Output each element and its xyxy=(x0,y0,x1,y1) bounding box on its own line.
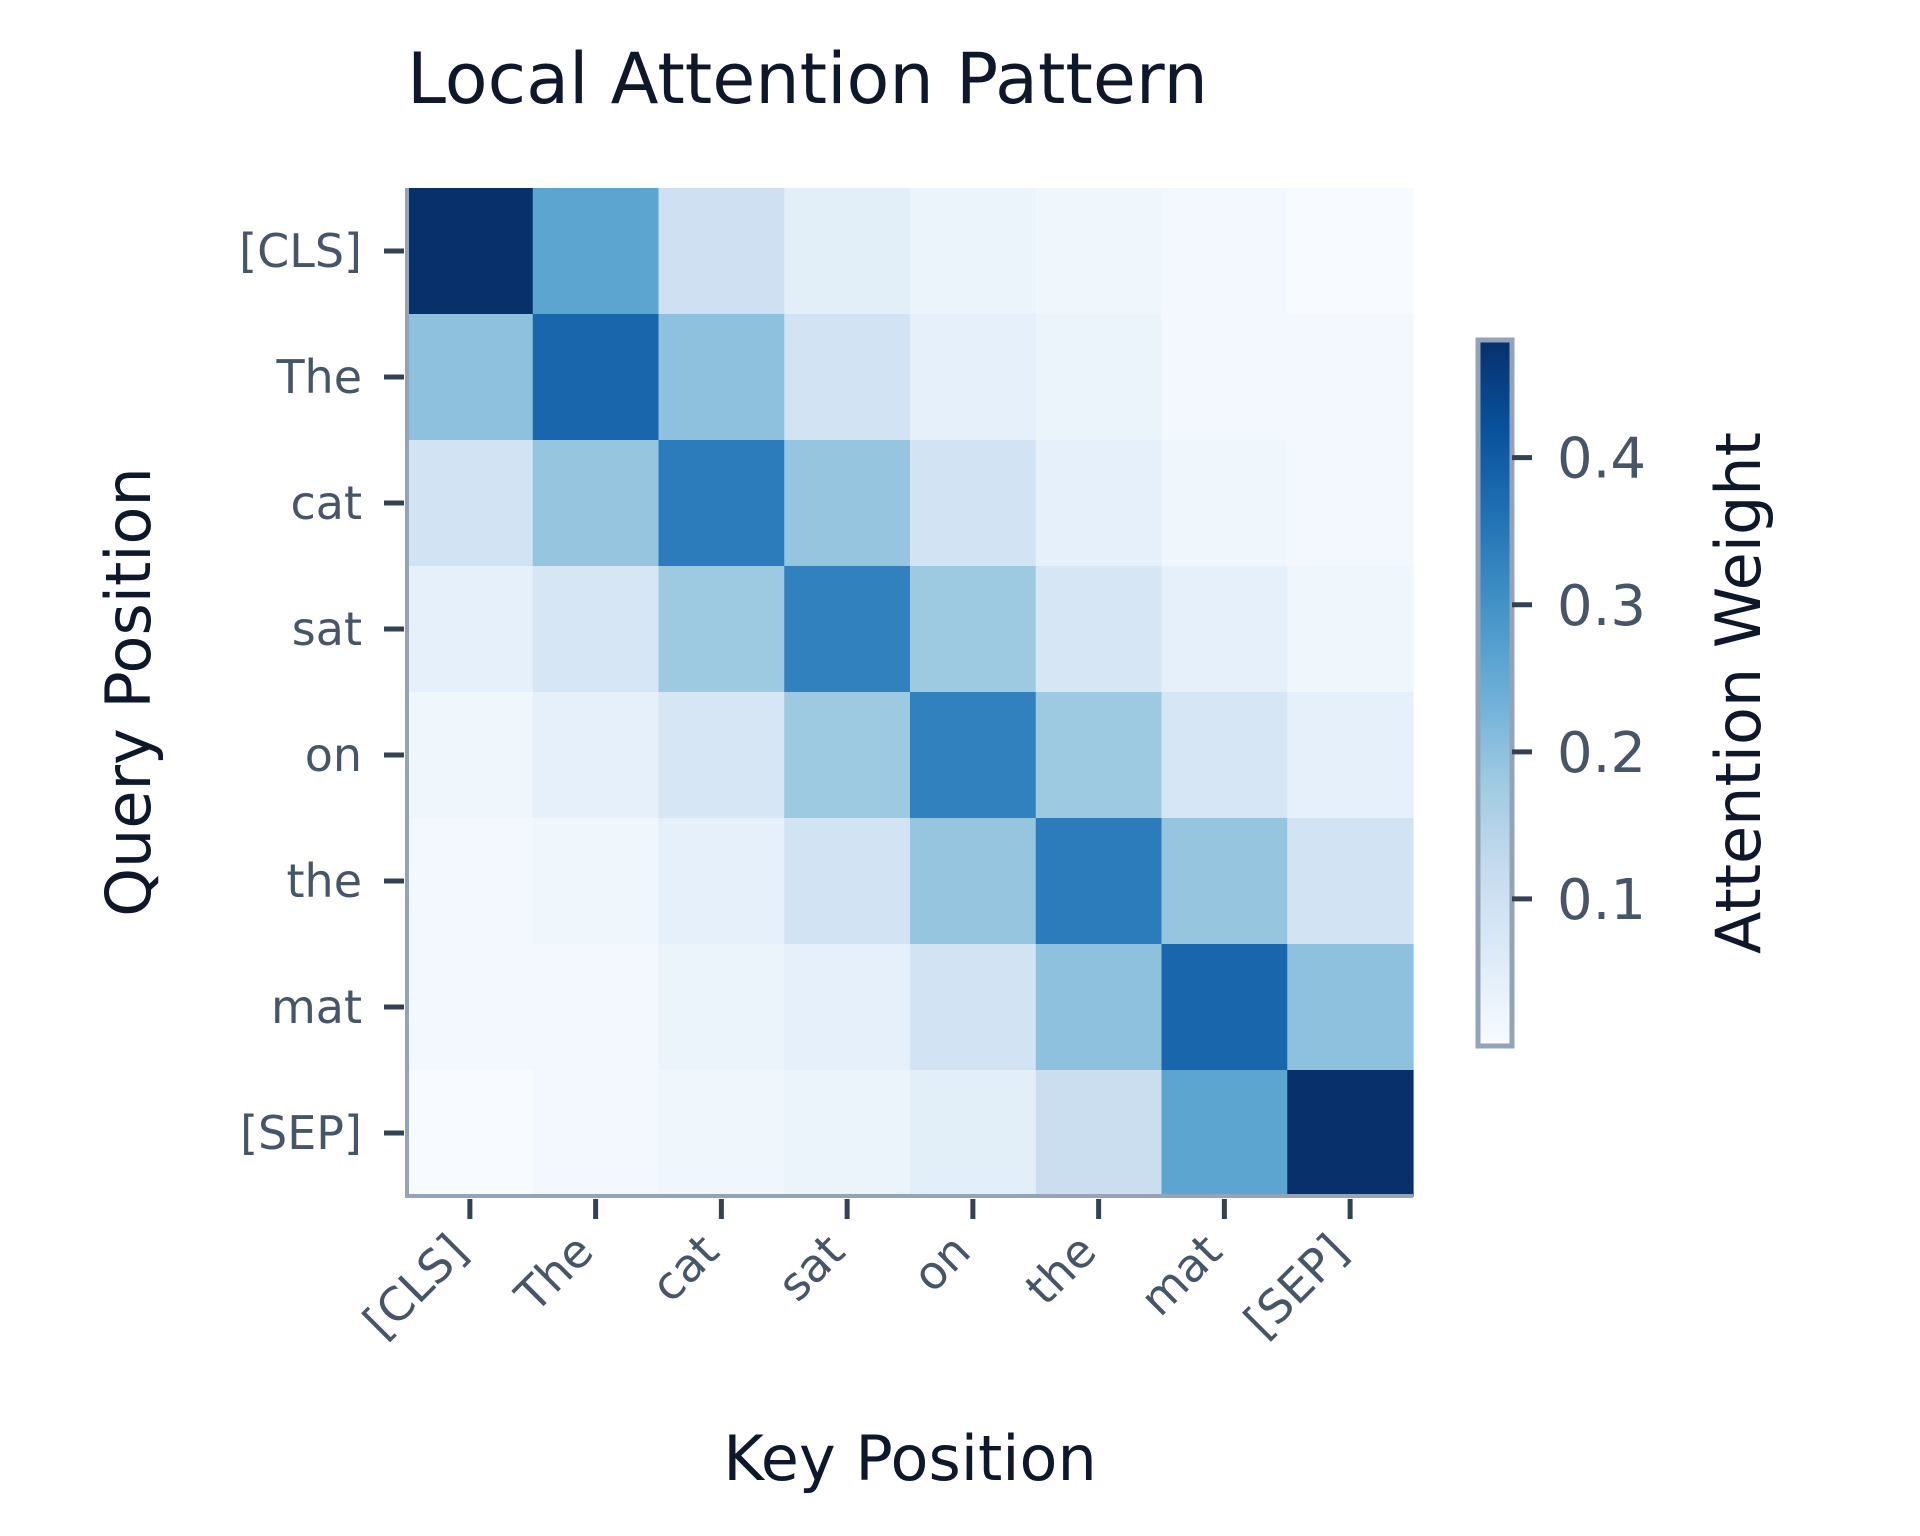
colorbar-tick-label: 0.4 xyxy=(1557,427,1646,492)
heatmap-cell xyxy=(1287,818,1414,945)
y-tick-label: mat xyxy=(271,980,362,1034)
y-axis-label: Query Position xyxy=(92,467,165,917)
heatmap-cell xyxy=(407,566,534,693)
y-axis-ticks: [CLS] The cat sat on the mat [SEP] xyxy=(239,224,404,1160)
x-tick-label: mat xyxy=(1130,1224,1233,1327)
heatmap-cell xyxy=(658,818,785,945)
heatmap-cell xyxy=(1287,944,1414,1071)
heatmap-cell xyxy=(784,440,911,567)
colorbar-tick-label: 0.3 xyxy=(1557,574,1646,639)
heatmap-cell xyxy=(910,566,1037,693)
colorbar-ticks: 0.1 0.2 0.3 0.4 xyxy=(1512,427,1646,933)
colorbar-gradient xyxy=(1475,337,1515,1049)
heatmap-cell xyxy=(910,1070,1037,1197)
heatmap-cell xyxy=(1161,566,1288,693)
y-tick-label: the xyxy=(287,854,363,908)
chart-title: Local Attention Pattern xyxy=(407,38,1208,120)
heatmap-cell xyxy=(784,1070,911,1197)
heatmap-cell xyxy=(407,1070,534,1197)
x-axis-label: Key Position xyxy=(723,1422,1097,1495)
colorbar-tick-label: 0.1 xyxy=(1557,868,1646,933)
y-tick-label: [CLS] xyxy=(239,224,362,278)
heatmap-cell xyxy=(1161,692,1288,819)
heatmap-cell xyxy=(658,440,785,567)
x-tick-label: on xyxy=(902,1224,981,1303)
heatmap-cell xyxy=(532,1070,660,1197)
heatmap-cell xyxy=(784,944,911,1071)
heatmap-cell xyxy=(910,440,1037,567)
heatmap-cell xyxy=(407,692,534,819)
heatmap-cell xyxy=(532,566,660,693)
heatmap-cell xyxy=(658,566,785,693)
heatmap-cell xyxy=(784,692,911,819)
heatmap-cell xyxy=(532,188,660,315)
colorbar-label: Attention Weight xyxy=(1702,432,1775,954)
heatmap-cell xyxy=(1035,1070,1163,1197)
heatmap-cell xyxy=(1161,944,1288,1071)
heatmap-cell xyxy=(658,944,785,1071)
heatmap-cell xyxy=(1161,314,1288,441)
x-tick-label: [CLS] xyxy=(353,1224,478,1349)
x-tick-label: sat xyxy=(767,1224,855,1312)
x-tick-label: cat xyxy=(640,1224,729,1313)
heatmap-cell xyxy=(784,314,911,441)
heatmap-cell xyxy=(784,188,911,315)
heatmap-cell xyxy=(1035,188,1163,315)
heatmap-cell xyxy=(407,818,534,945)
y-tick-label: cat xyxy=(290,476,362,530)
heatmap-cell xyxy=(407,188,534,315)
heatmap-cell xyxy=(532,818,660,945)
heatmap-axes-frame xyxy=(405,188,1413,1198)
y-tick-label: The xyxy=(275,350,362,404)
heatmap-cell xyxy=(1287,692,1414,819)
heatmap-cell xyxy=(1035,818,1163,945)
heatmap-cell xyxy=(658,188,785,315)
colorbar-tick-label: 0.2 xyxy=(1557,721,1646,786)
heatmap-cell xyxy=(910,314,1037,441)
heatmap-cell xyxy=(1287,314,1414,441)
heatmap-cell xyxy=(1287,566,1414,693)
heatmap-cell xyxy=(658,314,785,441)
y-tick-label: on xyxy=(305,728,362,782)
heatmap-cell xyxy=(784,566,911,693)
heatmap-cell xyxy=(910,188,1037,315)
heatmap-cell xyxy=(1161,818,1288,945)
y-tick-label: [SEP] xyxy=(240,1106,362,1160)
colorbar: 0.1 0.2 0.3 0.4 Attention Weight xyxy=(1475,337,1775,1049)
heatmap-cell xyxy=(407,314,534,441)
heatmap-cell xyxy=(1035,944,1163,1071)
heatmap-cell xyxy=(910,944,1037,1071)
heatmap-cell xyxy=(910,692,1037,819)
heatmap-cell xyxy=(1287,1070,1414,1197)
heatmap-cell xyxy=(784,818,911,945)
heatmap-cell xyxy=(658,1070,785,1197)
heatmap-cell xyxy=(532,314,660,441)
x-tick-label: [SEP] xyxy=(1234,1224,1358,1348)
x-tick-label: The xyxy=(504,1224,603,1323)
heatmap-cell xyxy=(1161,188,1288,315)
heatmap-cell xyxy=(407,440,534,567)
heatmap-cell xyxy=(1035,314,1163,441)
x-axis-ticks: [CLS] The cat sat on the mat [SEP] xyxy=(353,1199,1358,1349)
heatmap-cell xyxy=(910,818,1037,945)
heatmap-cell xyxy=(658,692,785,819)
heatmap-cell xyxy=(1161,1070,1288,1197)
heatmap-cell xyxy=(1035,440,1163,567)
heatmap-cell xyxy=(532,440,660,567)
heatmap-cell xyxy=(1035,692,1163,819)
x-tick-label: the xyxy=(1015,1224,1107,1316)
heatmap-cell xyxy=(407,944,534,1071)
y-tick-label: sat xyxy=(292,602,362,656)
heatmap-cell xyxy=(532,944,660,1071)
heatmap-cell xyxy=(1035,566,1163,693)
heatmap-cell xyxy=(1287,188,1414,315)
heatmap-cell xyxy=(1161,440,1288,567)
heatmap-cell xyxy=(1287,440,1414,567)
heatmap-cell xyxy=(532,692,660,819)
heatmap-cells xyxy=(407,188,1414,1197)
